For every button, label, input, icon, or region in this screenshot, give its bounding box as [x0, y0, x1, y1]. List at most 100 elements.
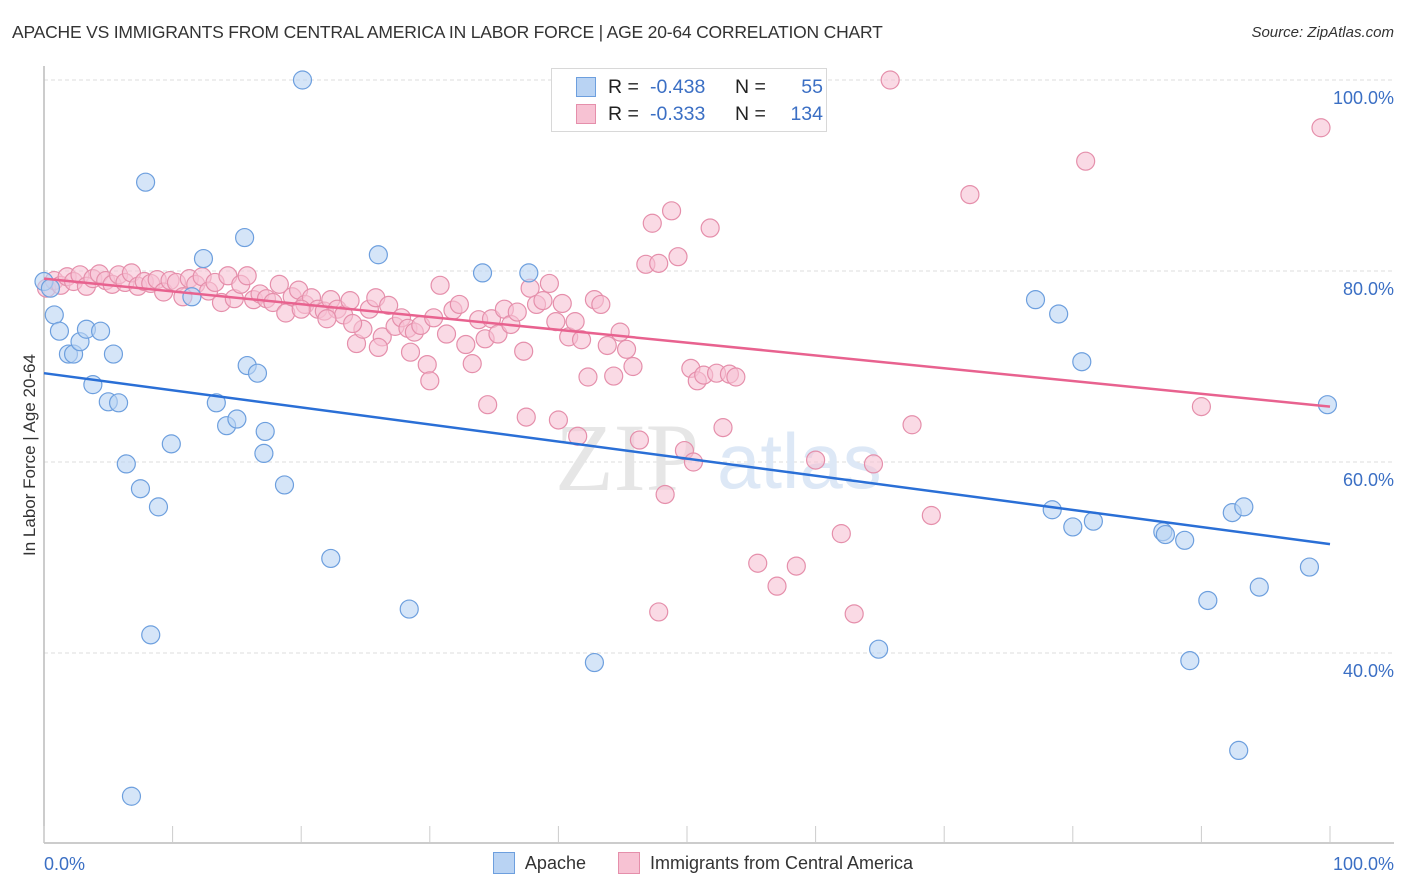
- axes: [43, 66, 1394, 844]
- immigrants-point: [514, 341, 534, 361]
- immigrants-point: [368, 337, 388, 357]
- immigrants-point: [462, 354, 482, 374]
- immigrants-point: [552, 293, 572, 314]
- apache-point: [1083, 511, 1103, 531]
- apache-point: [255, 421, 275, 442]
- immigrants-point: [805, 450, 826, 470]
- apache-trend-line: [43, 371, 1331, 546]
- source-label: Source: ZipAtlas.com: [1251, 24, 1394, 41]
- immigrants-point: [237, 266, 257, 286]
- apache-point: [108, 393, 129, 413]
- n-label: N =: [735, 75, 766, 98]
- y-tick-label: 80.0%: [1343, 279, 1394, 299]
- apache-point: [1234, 497, 1254, 517]
- immigrants-point: [649, 253, 669, 273]
- apache-point: [40, 278, 61, 298]
- watermark-atlas: atlas: [717, 417, 882, 505]
- immigrants-point: [1076, 151, 1096, 171]
- immigrants-point: [844, 604, 864, 624]
- immigrants-swatch-icon: [576, 104, 596, 124]
- n-value: 134: [790, 102, 823, 125]
- legend-label-immigrants: Immigrants from Central America: [649, 852, 914, 873]
- apache-point: [1025, 290, 1046, 310]
- apache-swatch-icon: [492, 852, 515, 874]
- apache-point: [135, 172, 156, 192]
- apache-point: [1042, 500, 1062, 520]
- immigrants-point: [379, 295, 399, 315]
- immigrants-point: [713, 418, 733, 438]
- n-value: 55: [801, 75, 823, 98]
- immigrants-point: [578, 367, 598, 387]
- apache-point: [1155, 524, 1175, 545]
- x-tick-label-min: 0.0%: [44, 854, 85, 874]
- apache-point: [519, 263, 539, 283]
- immigrants-point: [539, 273, 559, 294]
- legend-item-immigrants[interactable]: Immigrants from Central America: [617, 852, 914, 874]
- immigrants-point: [642, 213, 662, 233]
- immigrants-point: [420, 371, 440, 391]
- apache-point: [116, 454, 136, 474]
- r-label: R =: [608, 102, 639, 125]
- apache-point: [141, 625, 161, 645]
- r-value: -0.438: [650, 75, 706, 98]
- apache-point: [235, 227, 255, 248]
- immigrants-point: [863, 454, 884, 474]
- apache-point: [247, 363, 268, 383]
- immigrants-point: [629, 430, 650, 450]
- series-legend: Apache Immigrants from Central America: [0, 852, 1406, 874]
- apache-point: [472, 263, 493, 283]
- immigrants-point: [767, 576, 787, 596]
- immigrants-point: [436, 324, 457, 344]
- immigrants-point: [748, 553, 768, 573]
- apache-point: [130, 479, 151, 499]
- immigrants-point: [400, 342, 421, 362]
- apache-point: [584, 652, 605, 673]
- immigrants-point: [516, 407, 536, 427]
- immigrants-trend-line: [43, 277, 1331, 408]
- apache-point: [1180, 651, 1200, 671]
- apache-point: [1229, 740, 1249, 761]
- immigrants-point: [623, 356, 643, 377]
- immigrants-point: [668, 247, 688, 267]
- apache-point: [148, 497, 169, 517]
- apache-point: [206, 393, 226, 413]
- apache-point: [869, 639, 889, 659]
- y-tick-label: 60.0%: [1343, 470, 1394, 490]
- apache-points: [34, 70, 1338, 806]
- immigrants-point: [604, 366, 624, 386]
- apache-point: [321, 548, 341, 569]
- immigrants-point: [902, 415, 922, 435]
- immigrants-point: [449, 294, 469, 315]
- immigrants-point: [571, 330, 592, 350]
- immigrants-point: [478, 395, 498, 415]
- y-tick-label: 100.0%: [1333, 88, 1394, 108]
- apache-point: [103, 344, 124, 364]
- r-value: -0.333: [650, 102, 706, 125]
- trend-lines: [43, 277, 1331, 546]
- apache-point: [121, 786, 142, 806]
- legend-label-apache: Apache: [524, 852, 586, 873]
- legend-row-immigrants: R = -0.333 N = 134: [576, 101, 823, 127]
- immigrants-point: [533, 291, 553, 311]
- immigrants-point: [591, 294, 611, 315]
- legend-item-apache[interactable]: Apache: [492, 852, 586, 874]
- x-tick-label-max: 100.0%: [1333, 854, 1394, 874]
- apache-point: [161, 434, 181, 454]
- immigrants-point: [269, 274, 289, 294]
- immigrants-point: [317, 309, 337, 329]
- immigrants-point: [340, 291, 360, 311]
- stats-legend: R = -0.438 N = 55 R = -0.333 N = 134: [551, 68, 827, 132]
- apache-point: [1072, 352, 1092, 372]
- immigrants-point: [610, 322, 630, 342]
- immigrants-point: [597, 335, 617, 356]
- immigrants-point: [831, 524, 851, 544]
- immigrants-point: [507, 302, 527, 322]
- immigrants-point: [960, 185, 980, 205]
- immigrants-swatch-icon: [617, 852, 640, 874]
- apache-point: [292, 70, 313, 90]
- r-label: R =: [608, 75, 639, 98]
- immigrants-point: [1191, 397, 1212, 417]
- immigrants-point: [1311, 118, 1331, 138]
- immigrants-point: [649, 602, 669, 622]
